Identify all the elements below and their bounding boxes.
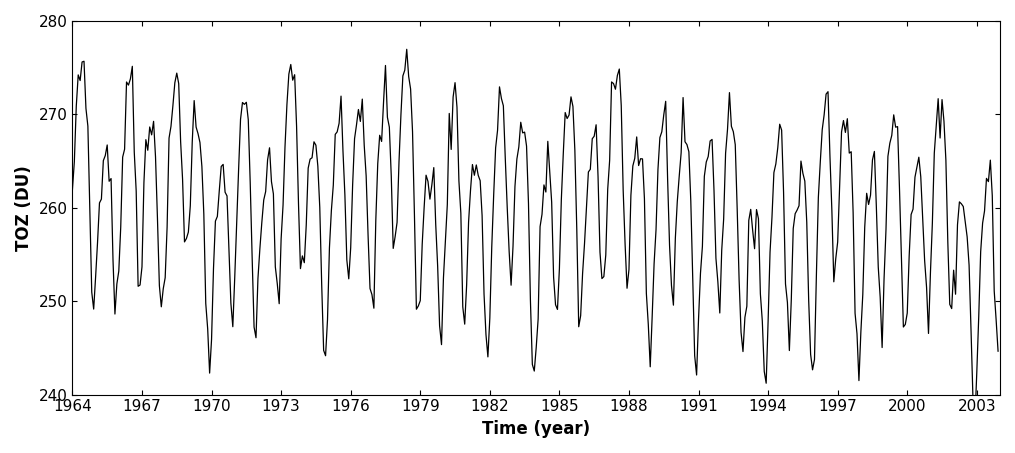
X-axis label: Time (year): Time (year)	[482, 420, 591, 438]
Y-axis label: TOZ (DU): TOZ (DU)	[15, 165, 33, 251]
